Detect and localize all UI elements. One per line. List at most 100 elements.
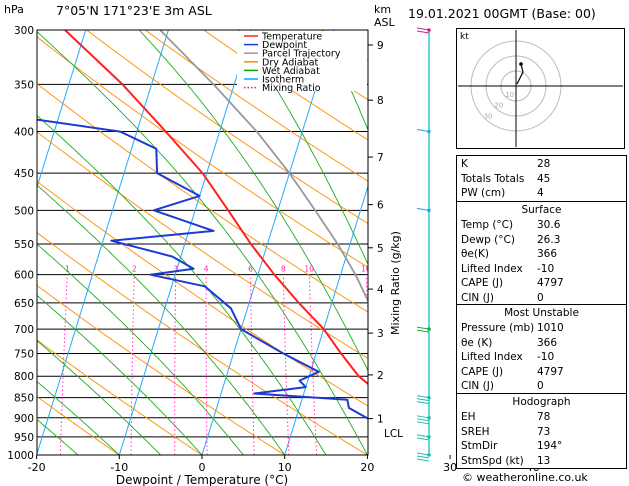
index-row: StmSpd (kt) 13 <box>461 454 622 469</box>
lcl-label: LCL <box>384 428 403 440</box>
pressure-tick-label: 1000 <box>7 450 34 462</box>
pressure-tick-label: 300 <box>14 25 34 37</box>
legend-entry: Dry Adiabat <box>262 57 319 68</box>
index-row: CAPE (J) 4797 <box>461 365 622 380</box>
mixing-ratio-label: 4 <box>204 265 209 274</box>
hodograph-unit-label: kt <box>460 32 469 42</box>
index-value: 0 <box>537 380 544 393</box>
dry-adiabat-line <box>37 339 203 455</box>
chart-series <box>37 30 368 420</box>
pressure-tick-label: 450 <box>14 168 34 180</box>
wind-barb <box>416 207 430 211</box>
mixing-ratio-axis-label: Mixing Ratio (g/kg) <box>389 231 402 335</box>
hodograph-ring-label: 20 <box>494 102 503 110</box>
wind-barb <box>416 415 430 419</box>
km-tick-label: 3 <box>377 328 384 340</box>
index-value: 4797 <box>537 277 564 290</box>
x-axis-label: Dewpoint / Temperature (°C) <box>116 473 288 486</box>
x-tick-label: 30 <box>443 461 457 474</box>
index-value: 4797 <box>537 365 564 378</box>
isotherm-line <box>118 30 252 455</box>
index-value: 1010 <box>537 322 564 334</box>
wind-barb <box>416 452 430 456</box>
wind-point <box>427 416 431 420</box>
isotherm-line <box>0 30 3 455</box>
series-temperature-line <box>64 30 368 386</box>
hodograph-frame <box>456 28 625 149</box>
chart-grid: 1 2 3 4 6 8 10 16 20 25 <box>0 30 427 455</box>
pressure-tick-label: 950 <box>14 432 34 444</box>
index-row: K 28 <box>461 157 622 172</box>
hodograph-title: Hodograph <box>512 396 571 408</box>
wind-barb <box>416 398 430 402</box>
pressure-tick-label: 350 <box>14 79 34 91</box>
x-tick-label: 20 <box>360 461 374 474</box>
index-row: Dewp (°C) 26.3 <box>461 233 622 248</box>
km-tick-label: 7 <box>377 152 384 164</box>
dry-adiabat-line <box>37 396 120 455</box>
index-value: 4 <box>537 187 544 200</box>
index-row: EH 78 <box>461 410 622 425</box>
wind-barb <box>416 418 430 422</box>
mixing-ratio-line <box>308 274 318 455</box>
index-row: CIN (J) 0 <box>461 379 622 394</box>
index-value: 194° <box>537 440 563 453</box>
index-row: Lifted Index -10 <box>461 350 622 365</box>
dry-adiabat-line <box>37 36 368 268</box>
index-key: SREH <box>461 425 490 438</box>
index-value: -10 <box>537 351 555 364</box>
mixing-ratio-label: 1 <box>65 265 70 274</box>
index-row: Lifted Index -10 <box>461 262 622 277</box>
index-value: 13 <box>537 454 551 467</box>
legend-background <box>237 31 367 91</box>
x-tick-label: -10 <box>110 461 128 474</box>
legend-entry: Temperature <box>261 32 322 43</box>
hodograph-point <box>519 62 523 66</box>
dry-adiabat-line <box>145 30 368 182</box>
index-value: 366 <box>537 336 558 349</box>
index-key: CIN (J) <box>461 380 494 393</box>
index-key: Lifted Index <box>461 262 523 275</box>
wind-barb <box>416 401 430 405</box>
dry-adiabat-line <box>37 83 368 313</box>
index-key: StmDir <box>461 440 498 453</box>
mixing-ratio-label: 8 <box>281 265 286 274</box>
hodograph-ring-label: 30 <box>484 112 493 120</box>
mixing-ratio-label: 10 <box>304 265 314 274</box>
index-key: Totals Totals <box>461 172 525 185</box>
km-tick-label: 6 <box>377 200 384 212</box>
mixing-ratio-line <box>59 274 68 455</box>
wind-barb <box>416 27 430 31</box>
wet-adiabat-line <box>37 340 162 455</box>
x-tick-label: 0 <box>199 461 206 474</box>
index-key: CIN (J) <box>461 292 494 304</box>
index-key: Pressure (mb) <box>461 322 535 334</box>
wind-profile <box>416 27 431 462</box>
legend-entry: Parcel Trajectory <box>262 49 341 60</box>
x-tick-label: 10 <box>278 461 292 474</box>
wet-adiabat-line <box>238 30 368 266</box>
km-tick-label: 8 <box>377 95 384 107</box>
mixing-ratio-label: 2 <box>132 265 137 274</box>
pressure-tick-label: 600 <box>14 270 34 282</box>
location-title: 7°05'N 171°23'E 3m ASL <box>56 3 212 18</box>
index-key: K <box>461 158 468 170</box>
index-row: Pressure (mb) 1010 <box>461 321 622 336</box>
dry-adiabat-line <box>37 284 285 455</box>
isotherm-line <box>284 184 368 455</box>
index-row: StmDir 194° <box>461 439 622 454</box>
index-key: Temp (°C) <box>461 219 514 231</box>
mixing-ratio-label: 25 <box>417 265 427 274</box>
wet-adiabat-line <box>37 243 244 455</box>
index-value: 45 <box>537 172 551 185</box>
pressure-tick-label: 750 <box>14 348 34 360</box>
wind-point <box>427 327 431 331</box>
hodograph-trace <box>516 63 524 85</box>
dry-adiabat-line <box>86 30 368 225</box>
hodograph-table: Hodograph EH 78 SREH 73 StmDir 194° StmSpd (kt… <box>456 393 627 469</box>
isotherm-line <box>201 30 335 455</box>
pressure-tick-label: 900 <box>14 413 34 425</box>
index-key: StmSpd (kt) <box>461 454 524 467</box>
